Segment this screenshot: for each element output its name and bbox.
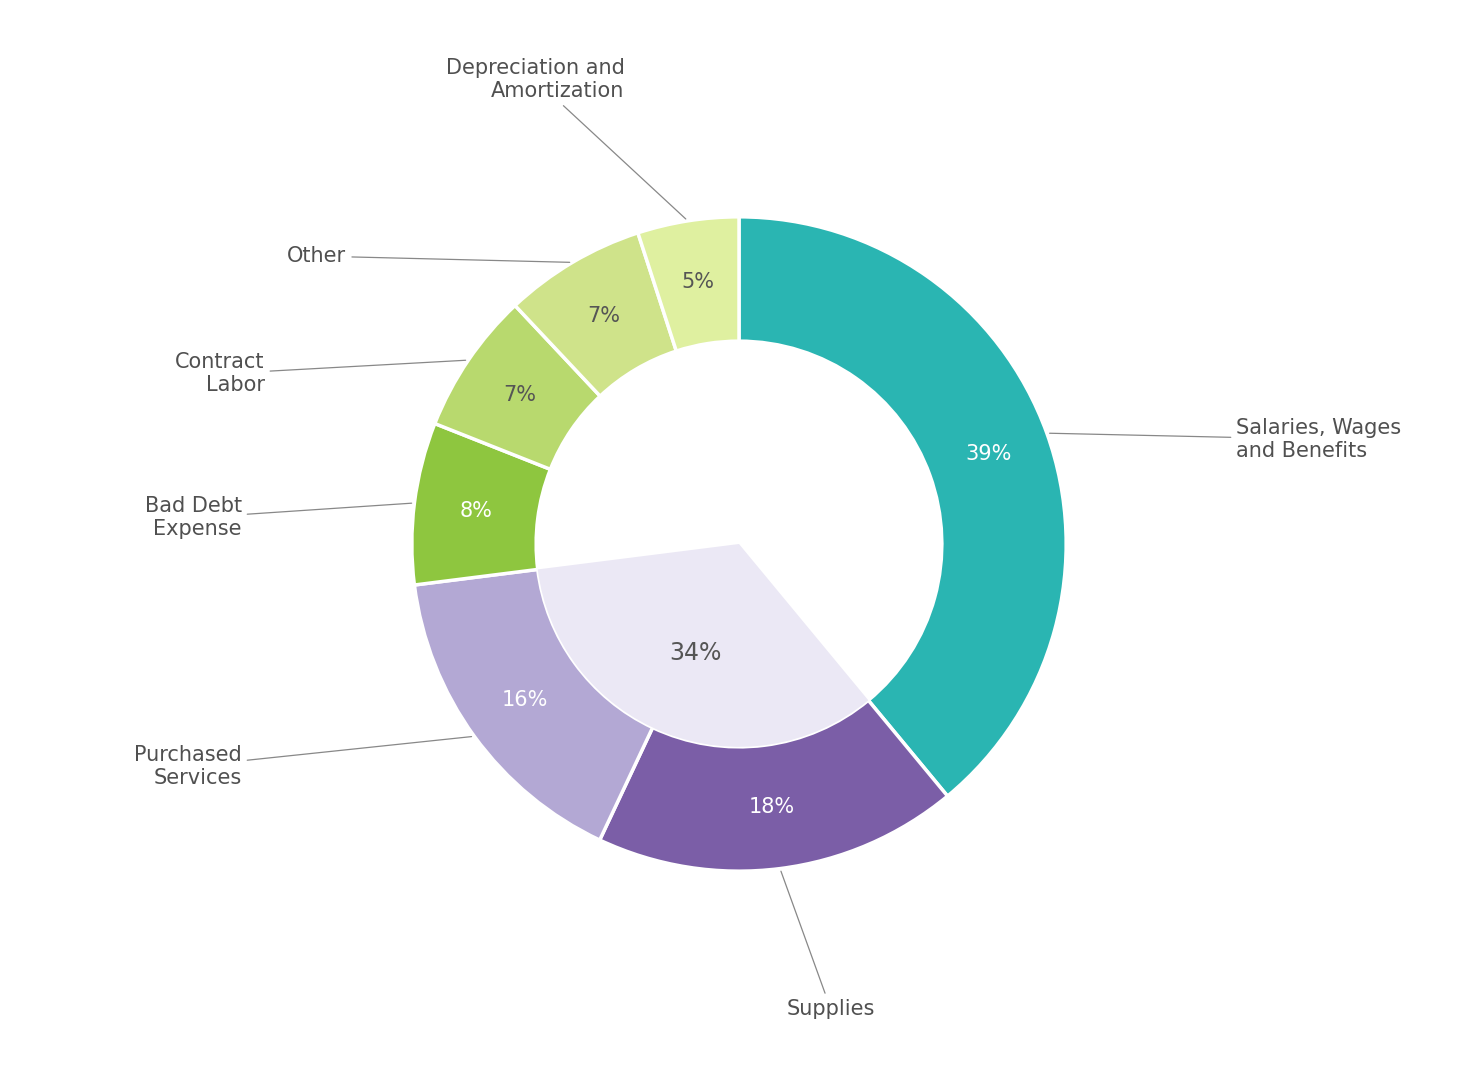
Text: Supplies: Supplies: [780, 871, 875, 1018]
Text: 5%: 5%: [681, 272, 714, 293]
Text: 34%: 34%: [670, 642, 721, 666]
Wedge shape: [638, 217, 739, 351]
Wedge shape: [414, 569, 653, 840]
Wedge shape: [514, 233, 677, 396]
Text: Depreciation and
Amortization: Depreciation and Amortization: [445, 58, 686, 219]
Wedge shape: [435, 306, 600, 469]
Text: 16%: 16%: [501, 690, 548, 709]
Text: 39%: 39%: [965, 444, 1011, 465]
Wedge shape: [600, 701, 947, 871]
Text: Purchased
Services: Purchased Services: [134, 737, 471, 788]
Text: Contract
Labor: Contract Labor: [174, 353, 466, 395]
Text: 7%: 7%: [588, 306, 621, 326]
Wedge shape: [538, 544, 868, 746]
Text: 7%: 7%: [504, 385, 537, 405]
Text: Other: Other: [287, 246, 569, 267]
Text: Salaries, Wages
and Benefits: Salaries, Wages and Benefits: [1049, 418, 1401, 461]
Text: 18%: 18%: [749, 796, 795, 817]
Text: 8%: 8%: [460, 500, 492, 521]
Wedge shape: [412, 423, 550, 585]
Wedge shape: [739, 217, 1066, 796]
Text: Bad Debt
Expense: Bad Debt Expense: [145, 496, 412, 540]
